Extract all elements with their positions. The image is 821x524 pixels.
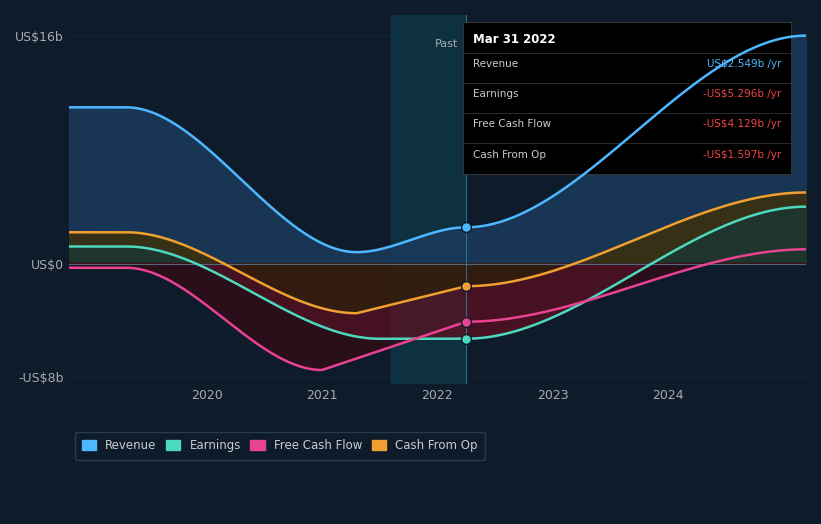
Point [460, 334, 473, 343]
Text: Past: Past [435, 39, 458, 49]
Point [460, 282, 473, 290]
Point [460, 223, 473, 232]
Bar [392, 15, 466, 384]
Text: Analysts Forecasts: Analysts Forecasts [475, 39, 578, 49]
Point [460, 318, 473, 326]
Legend: Revenue, Earnings, Free Cash Flow, Cash From Op: Revenue, Earnings, Free Cash Flow, Cash … [75, 432, 485, 460]
